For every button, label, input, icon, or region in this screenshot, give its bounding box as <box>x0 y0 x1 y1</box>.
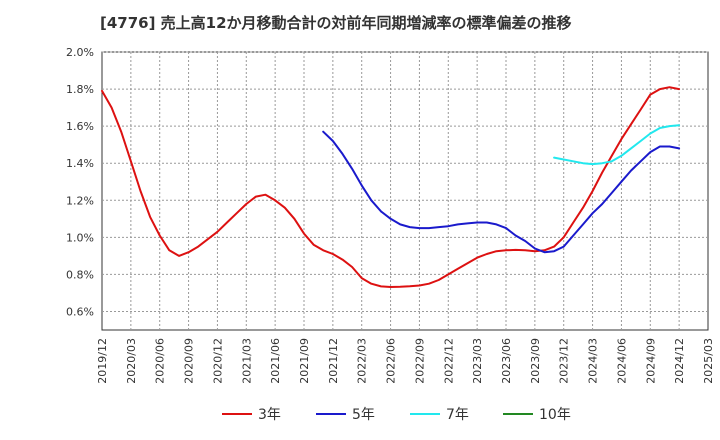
x-tick-label: 2024/03 <box>587 338 600 384</box>
legend-label: 10年 <box>539 407 571 423</box>
series-line <box>101 86 681 288</box>
x-tick-label: 2020/03 <box>125 338 138 384</box>
x-tick-label: 2021/12 <box>327 338 340 384</box>
x-tick-label: 2022/06 <box>385 338 398 384</box>
legend-label: 5年 <box>352 407 375 423</box>
y-tick-label: 1.2% <box>66 194 94 207</box>
series-line <box>553 124 681 166</box>
x-tick-label: 2024/12 <box>673 338 686 384</box>
x-tick-label: 2024/09 <box>644 338 657 384</box>
x-tick-label: 2021/09 <box>298 338 311 384</box>
y-tick-label: 2.0% <box>66 46 94 59</box>
chart-title: [4776] 売上高12か月移動合計の対前年同期増減率の標準偏差の推移 <box>100 14 572 32</box>
y-tick-label: 0.8% <box>66 268 94 281</box>
x-tick-label: 2020/06 <box>154 338 167 384</box>
y-tick-label: 1.4% <box>66 157 94 170</box>
x-tick-label: 2022/12 <box>442 338 455 384</box>
y-tick-label: 0.6% <box>66 305 94 318</box>
x-tick-label: 2023/03 <box>471 338 484 384</box>
x-tick-label: 2022/03 <box>356 338 369 384</box>
series-line <box>322 130 681 254</box>
legend-label: 3年 <box>258 407 281 423</box>
y-tick-label: 1.0% <box>66 231 94 244</box>
legend-label: 7年 <box>446 407 469 423</box>
x-axis: 2019/12 2020/03 2020/06 2020/09 2020/12 2021/… <box>96 338 715 384</box>
y-axis: 2.0% 1.8% 1.6% 1.4% 1.2% 1.0% 0.8% 0.6% <box>66 46 94 318</box>
x-tick-label: 2019/12 <box>96 338 109 384</box>
x-tick-label: 2023/06 <box>500 338 513 384</box>
series-lines <box>101 86 681 288</box>
legend: 3年 5年 7年 10年 <box>222 407 571 423</box>
x-tick-label: 2021/06 <box>269 338 282 384</box>
x-tick-label: 2020/12 <box>211 338 224 384</box>
x-tick-label: 2024/06 <box>615 338 628 384</box>
x-tick-label: 2023/12 <box>558 338 571 384</box>
x-tick-label: 2025/03 <box>702 338 715 384</box>
x-tick-label: 2020/09 <box>183 338 196 384</box>
plot-area <box>101 51 709 331</box>
y-tick-label: 1.6% <box>66 120 94 133</box>
x-tick-label: 2023/09 <box>529 338 542 384</box>
x-tick-label: 2021/03 <box>240 338 253 384</box>
y-tick-label: 1.8% <box>66 83 94 96</box>
x-tick-label: 2022/09 <box>413 338 426 384</box>
